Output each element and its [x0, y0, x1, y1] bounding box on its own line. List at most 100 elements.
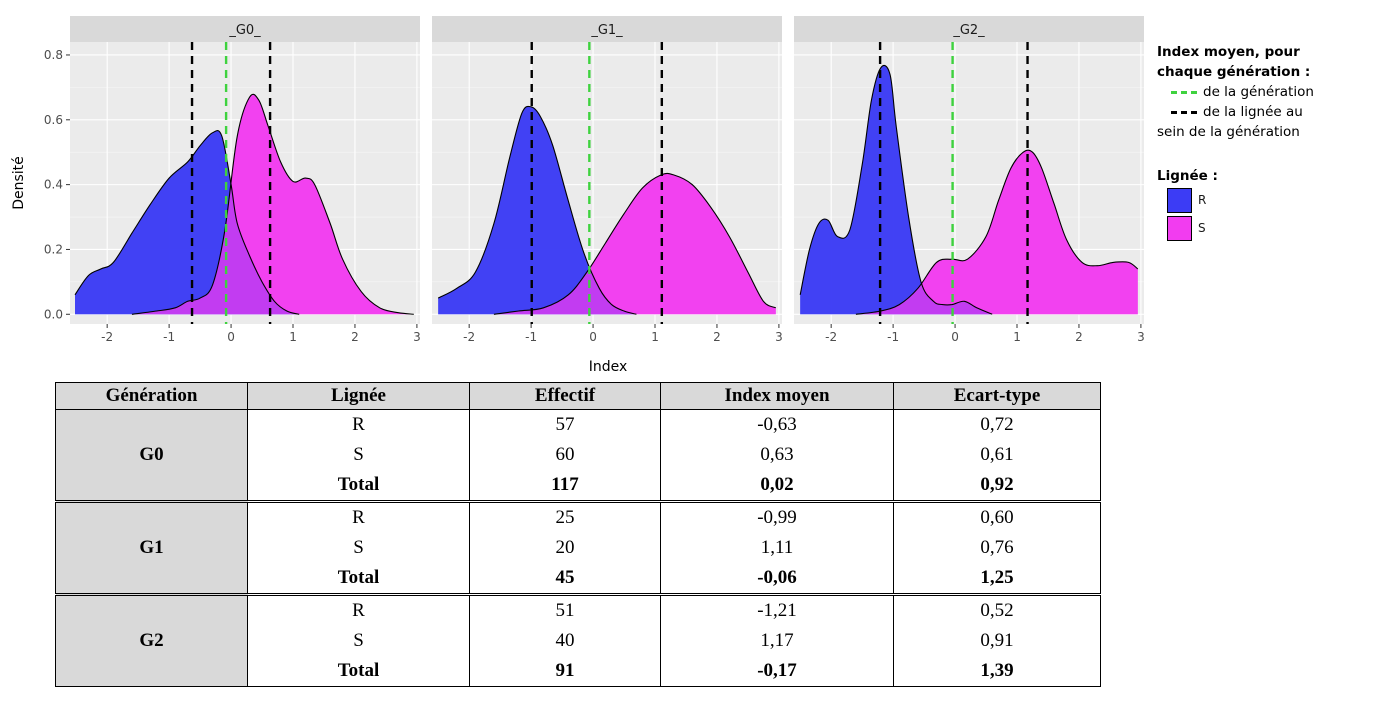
density-overlay-s — [855, 150, 1138, 315]
legend-key-label-s: S — [1198, 221, 1206, 235]
facet-panel-0: _G0_ -2 -1 0 1 2 3 — [70, 16, 421, 344]
x-tick-label: 0 — [227, 330, 235, 344]
effectif-cell: 57 — [469, 409, 661, 440]
effectif-cell: 25 — [469, 500, 661, 533]
facet-panel-2: _G2_ -2 -1 0 1 2 3 — [794, 16, 1145, 344]
lignee-cell: R — [247, 500, 470, 533]
density-chart: _G0_ -2 -1 0 1 2 3 _G1_ -2 -1 0 1 2 3 _G2_ -2 -1 0 1 2 3 0.0 0… — [11, 16, 1145, 375]
table-row: G0 R 57 -0,63 0,72 — [55, 409, 1101, 502]
density-outline-r — [799, 64, 993, 315]
effectif-cell: 60 — [469, 440, 661, 470]
table-row: G2 R 51 -1,21 0,52 — [55, 593, 1101, 687]
density-outline-s — [493, 172, 777, 315]
x-tick-label: -1 — [887, 330, 899, 344]
ecart-type-cell: 0,52 — [893, 593, 1101, 626]
table-row: Total 117 0,02 0,92 — [56, 470, 1101, 502]
effectif-cell: 40 — [469, 626, 661, 656]
header-lignee: Lignée — [247, 382, 470, 410]
density-overlay-r — [75, 130, 300, 315]
facet-strip — [432, 16, 782, 42]
legend-line-mean: de la lignée au — [1157, 102, 1371, 122]
green-dash-icon — [1171, 90, 1197, 94]
facet-strip-label: _G1_ — [590, 23, 623, 38]
header-index-moyen: Index moyen — [660, 382, 894, 410]
x-tick-label: 2 — [713, 330, 721, 344]
density-area-r — [800, 65, 993, 315]
density-area-s — [855, 150, 1138, 315]
legend-means-title-1: Index moyen, pour — [1157, 44, 1300, 60]
effectif-cell: 91 — [469, 656, 661, 687]
effectif-cell: 20 — [469, 533, 661, 563]
ecart-type-cell: 0,61 — [893, 440, 1101, 470]
table-row: Total 91 -0,17 1,39 — [56, 656, 1101, 687]
table-row: S 20 1,11 0,76 — [56, 533, 1101, 563]
x-tick-label: 1 — [289, 330, 297, 344]
lignee-cell: R — [247, 593, 470, 626]
lignee-cell: S — [247, 533, 470, 563]
x-tick-label: -2 — [463, 330, 475, 344]
ecart-type-cell: 1,25 — [893, 563, 1101, 595]
facet-panel-1: _G1_ -2 -1 0 1 2 3 — [432, 16, 783, 344]
facet-strip-label: _G2_ — [952, 23, 985, 38]
x-axis-title: Index — [589, 359, 628, 375]
table-row: S 60 0,63 0,61 — [56, 440, 1101, 470]
ecart-type-cell: 0,76 — [893, 533, 1101, 563]
black-dash-icon — [1171, 110, 1197, 114]
lignee-cell: S — [247, 440, 470, 470]
lignee-cell: Total — [247, 563, 470, 595]
density-overlay-s — [493, 173, 776, 315]
table-row: Total 45 -0,06 1,25 — [56, 563, 1101, 595]
header-ecart-type: Ecart-type — [893, 382, 1101, 410]
density-layer — [799, 64, 1139, 315]
legend-line-label-1: de la lignée au — [1203, 104, 1303, 120]
stats-table: Génération Lignée Effectif Index moyen E… — [55, 382, 1101, 687]
y-tick-label: 0.0 — [44, 307, 63, 321]
y-axis-title: Densité — [11, 156, 27, 210]
lignee-cell: Total — [247, 656, 470, 687]
density-outline-s — [855, 149, 1139, 315]
generation-cell: G1 — [55, 500, 248, 595]
index-moyen-cell: -0,17 — [660, 656, 894, 687]
x-tick-label: 2 — [351, 330, 359, 344]
index-moyen-cell: 0,02 — [660, 470, 894, 502]
y-tick-label: 0.6 — [44, 113, 63, 127]
density-outline-r — [74, 129, 300, 315]
y-tick-label: 0.4 — [44, 178, 63, 192]
index-moyen-cell: 1,17 — [660, 626, 894, 656]
facet-strip-label: _G0_ — [228, 23, 261, 38]
legend-key-label-r: R — [1198, 193, 1207, 207]
x-tick-label: 0 — [951, 330, 959, 344]
ecart-type-cell: 0,72 — [893, 409, 1101, 440]
legend-key-s: S — [1167, 214, 1371, 242]
density-overlay-s — [131, 94, 414, 315]
x-tick-label: 3 — [775, 330, 783, 344]
legend-generation-mean: de la génération — [1157, 82, 1371, 102]
generation-cell: G0 — [55, 409, 248, 502]
generation-cell: G2 — [55, 593, 248, 687]
legend-means-title-2: chaque génération : — [1157, 64, 1311, 80]
index-moyen-cell: 0,63 — [660, 440, 894, 470]
x-tick-label: -1 — [163, 330, 175, 344]
ecart-type-cell: 0,92 — [893, 470, 1101, 502]
effectif-cell: 45 — [469, 563, 661, 595]
x-tick-label: -1 — [525, 330, 537, 344]
table-row: G1 R 25 -0,99 0,60 — [55, 500, 1101, 595]
y-tick-label: 0.2 — [44, 242, 63, 256]
density-layer — [74, 93, 414, 315]
facet-strip — [70, 16, 420, 42]
x-tick-label: -2 — [825, 330, 837, 344]
density-area-s — [493, 173, 776, 315]
density-overlay-r — [800, 65, 993, 315]
index-moyen-cell: -0,63 — [660, 409, 894, 440]
effectif-cell: 117 — [469, 470, 661, 502]
legend: Index moyen, pour chaque génération : de… — [1157, 42, 1371, 242]
legend-fill-title: Lignée : — [1157, 168, 1218, 184]
table-header-row: Génération Lignée Effectif Index moyen E… — [55, 382, 1101, 410]
lignee-cell: R — [247, 409, 470, 440]
lignee-cell: Total — [247, 470, 470, 502]
ecart-type-cell: 0,60 — [893, 500, 1101, 533]
index-moyen-cell: -0,06 — [660, 563, 894, 595]
index-moyen-cell: 1,11 — [660, 533, 894, 563]
header-effectif: Effectif — [469, 382, 661, 410]
effectif-cell: 51 — [469, 593, 661, 626]
